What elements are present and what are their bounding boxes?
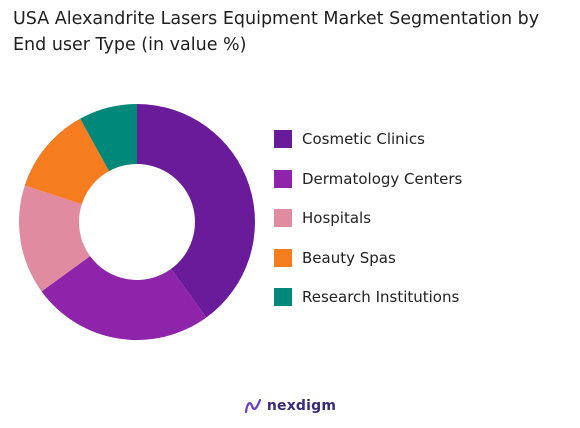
- slice-beauty-spas: [24, 118, 110, 205]
- legend-label: Hospitals: [302, 209, 372, 227]
- brand-logo: nexdigm: [0, 398, 580, 414]
- legend-swatch: [274, 288, 292, 306]
- legend-label: Cosmetic Clinics: [302, 130, 425, 148]
- slice-hospitals: [18, 185, 91, 292]
- legend-item-research-institutions: Research Institutions: [274, 287, 462, 307]
- legend-swatch: [274, 209, 292, 227]
- legend-item-cosmetic-clinics: Cosmetic Clinics: [274, 129, 462, 149]
- brand-name: nexdigm: [266, 398, 337, 414]
- legend-item-dermatology-centers: Dermatology Centers: [274, 169, 462, 189]
- legend-item-beauty-spas: Beauty Spas: [274, 248, 462, 268]
- legend-swatch: [274, 130, 292, 148]
- chart-title: USA Alexandrite Lasers Equipment Market …: [13, 9, 540, 55]
- legend-swatch: [274, 169, 292, 188]
- legend-item-hospitals: Hospitals: [274, 208, 462, 228]
- slice-cosmetic-clinics: [137, 104, 255, 318]
- chart-legend: Cosmetic Clinics Dermatology Centers Hospi…: [274, 129, 462, 327]
- legend-label: Beauty Spas: [302, 248, 396, 267]
- slice-research-institutions: [80, 104, 137, 172]
- slice-dermatology-centers: [41, 256, 207, 341]
- legend-label: Dermatology Centers: [302, 169, 463, 188]
- legend-label: Research Institutions: [302, 288, 460, 306]
- nexdigm-logo-icon: [244, 398, 261, 414]
- legend-swatch: [274, 248, 292, 267]
